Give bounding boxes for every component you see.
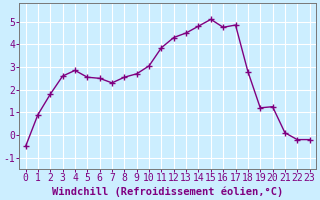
X-axis label: Windchill (Refroidissement éolien,°C): Windchill (Refroidissement éolien,°C) xyxy=(52,186,283,197)
